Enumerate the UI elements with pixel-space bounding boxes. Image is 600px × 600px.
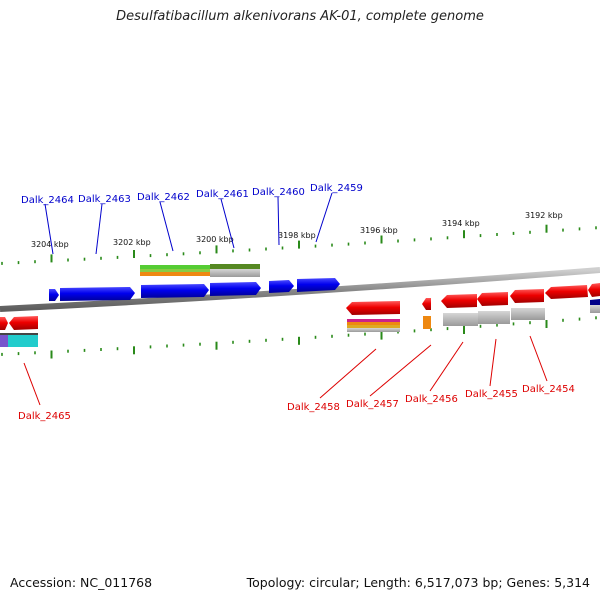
leader-line [159, 201, 174, 252]
gene-label[interactable]: Dalk_2459 [310, 183, 363, 194]
leader-line [44, 203, 54, 255]
gene-arrow[interactable] [588, 283, 600, 297]
annotation-bar [210, 264, 260, 269]
gene-arrow[interactable] [545, 285, 588, 299]
gene-label[interactable]: Dalk_2465 [18, 411, 71, 422]
gene-label[interactable]: Dalk_2455 [465, 389, 518, 400]
annotation-bar [140, 265, 210, 269]
gene-labels-top: Dalk_2464 Dalk_2463 Dalk_2462 Dalk_2461 … [21, 183, 363, 206]
gene-arrow[interactable] [0, 317, 8, 330]
gene-label[interactable]: Dalk_2457 [346, 399, 399, 410]
gene-arrow[interactable] [269, 280, 294, 293]
gene-arrow[interactable] [510, 289, 544, 303]
scale-labels: 3204 kbp 3202 kbp 3200 kbp 3198 kbp 3196… [31, 211, 563, 249]
forward-genes [49, 278, 600, 307]
gene-label[interactable]: Dalk_2458 [287, 402, 340, 413]
reverse-genes [0, 283, 600, 330]
annotation-bar [478, 311, 510, 324]
gene-arrow[interactable] [210, 282, 261, 296]
leader-line [277, 196, 280, 246]
scale-ticks-bottom [1, 316, 597, 359]
annotation-bar [0, 334, 8, 347]
scale-label: 3198 kbp [278, 231, 316, 240]
gene-label[interactable]: Dalk_2463 [78, 194, 131, 205]
scale-label: 3192 kbp [525, 211, 563, 220]
gene-arrow[interactable] [422, 298, 431, 310]
gene-arrow[interactable] [441, 294, 477, 308]
annotation-bar [347, 319, 400, 322]
leader-line [529, 335, 548, 382]
gene-arrow[interactable] [49, 289, 59, 301]
annotation-bar [423, 316, 431, 329]
gene-leader-lines [23, 192, 548, 406]
annotation-bar [0, 333, 38, 335]
gene-arrow[interactable] [297, 278, 340, 292]
annotation-bar [443, 313, 478, 326]
gene-labels-bottom: Dalk_2465 Dalk_2458 Dalk_2457 Dalk_2456 … [18, 384, 575, 422]
annotation-bar [140, 269, 210, 272]
gene-label[interactable]: Dalk_2460 [252, 187, 305, 198]
gene-arrow[interactable] [346, 301, 400, 315]
annotation-bars-top [140, 264, 260, 277]
leader-line [220, 198, 235, 249]
gene-label[interactable]: Dalk_2454 [522, 384, 575, 395]
scale-ticks-top [1, 224, 597, 265]
scale-label: 3194 kbp [442, 219, 480, 228]
leader-line [429, 341, 464, 392]
annotation-bar [347, 325, 400, 328]
gene-label[interactable]: Dalk_2461 [196, 189, 249, 200]
annotation-bars-bottom [0, 305, 600, 347]
topology-text: Topology: circular; Length: 6,517,073 bp… [246, 575, 590, 590]
gene-arrow[interactable] [477, 292, 508, 306]
annotation-bar [140, 272, 210, 276]
gene-arrow[interactable] [141, 284, 209, 298]
leader-line [95, 203, 103, 255]
leader-line [23, 362, 41, 406]
scale-label: 3204 kbp [31, 240, 69, 249]
gene-label[interactable]: Dalk_2464 [21, 195, 74, 206]
gene-label[interactable]: Dalk_2462 [137, 192, 190, 203]
annotation-bar [347, 328, 400, 332]
gene-arrow[interactable] [60, 287, 135, 301]
leader-line [319, 348, 377, 399]
accession-text: Accession: NC_011768 [10, 575, 153, 590]
leader-line [315, 192, 333, 243]
annotation-bar [210, 269, 260, 277]
scale-label: 3200 kbp [196, 235, 234, 244]
scale-label: 3202 kbp [113, 238, 151, 247]
gene-arrow[interactable] [9, 316, 38, 330]
genome-title: Desulfatibacillum alkenivorans AK-01, co… [116, 9, 484, 24]
annotation-bar [347, 322, 400, 325]
annotation-bar [8, 334, 38, 347]
leader-line [489, 338, 497, 387]
scale-label: 3196 kbp [360, 226, 398, 235]
leader-line [369, 344, 432, 397]
annotation-bar [590, 305, 600, 313]
annotation-bar [511, 308, 545, 320]
gene-label[interactable]: Dalk_2456 [405, 394, 458, 405]
